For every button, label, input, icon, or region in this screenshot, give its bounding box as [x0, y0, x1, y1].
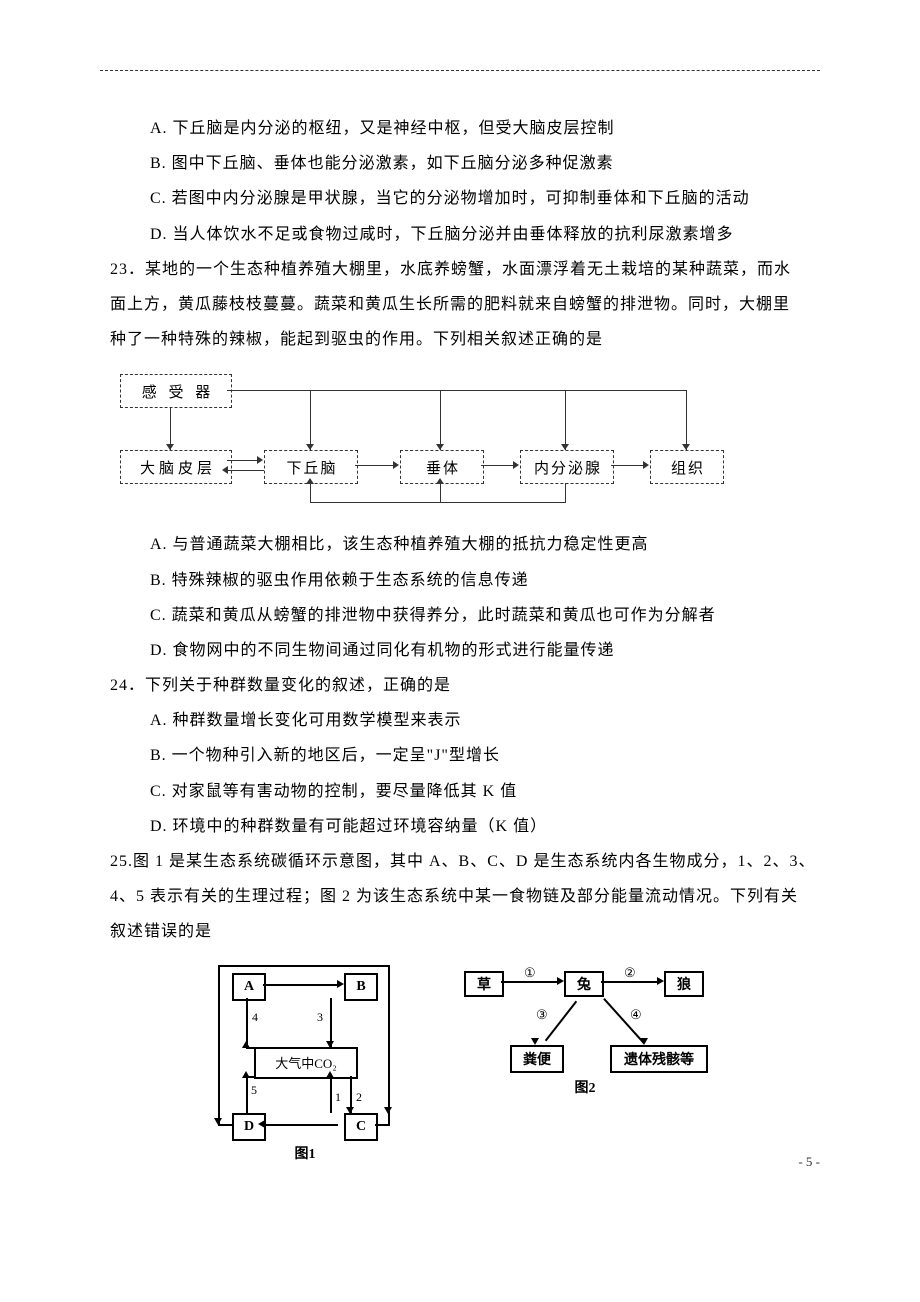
- q22-option-c: C. 若图中内分泌腺是甲状腺，当它的分泌物增加时，可抑制垂体和下丘脑的活动: [100, 181, 820, 216]
- q22-option-a: A. 下丘脑是内分泌的枢纽，又是神经中枢，但受大脑皮层控制: [100, 111, 820, 146]
- fig2-caption: 图2: [460, 1077, 710, 1097]
- q23-option-a: A. 与普通蔬菜大棚相比，该生态种植养殖大棚的抵抗力稳定性更高: [100, 527, 820, 562]
- node-cortex: 大脑皮层: [120, 450, 232, 484]
- fig1-node-co2: 大气中CO₂: [254, 1047, 358, 1079]
- fig1-label-4: 4: [252, 1010, 258, 1025]
- fig1-node-b: B: [344, 973, 378, 1001]
- figure-1: A B 大气中CO₂ D C: [210, 965, 400, 1165]
- fig2-label-2: ②: [624, 965, 636, 981]
- fig1-node-c: C: [344, 1113, 378, 1141]
- q25-stem-1: 25.图 1 是某生态系统碳循环示意图，其中 A、B、C、D 是生态系统内各生物…: [100, 844, 820, 879]
- fig2-node-feces: 粪便: [510, 1045, 564, 1073]
- q23-stem-1: 23．某地的一个生态种植养殖大棚里，水底养螃蟹，水面漂浮着无土栽培的某种蔬菜，而…: [100, 252, 820, 287]
- fig2-node-grass: 草: [464, 971, 504, 997]
- fig1-label-3: 3: [317, 1010, 323, 1025]
- q24-stem: 24．下列关于种群数量变化的叙述，正确的是: [100, 668, 820, 703]
- document-page: A. 下丘脑是内分泌的枢纽，又是神经中枢，但受大脑皮层控制 B. 图中下丘脑、垂…: [0, 0, 920, 1205]
- figure-row: A B 大气中CO₂ D C: [100, 965, 820, 1165]
- fig2-node-wolf: 狼: [664, 971, 704, 997]
- fig2-node-rabbit: 兔: [564, 971, 604, 997]
- q24-option-d: D. 环境中的种群数量有可能超过环境容纳量（K 值）: [100, 809, 820, 844]
- q22-option-b: B. 图中下丘脑、垂体也能分泌激素，如下丘脑分泌多种促激素: [100, 146, 820, 181]
- fig2-label-1: ①: [524, 965, 536, 981]
- q22-option-d: D. 当人体饮水不足或食物过咸时，下丘脑分泌并由垂体释放的抗利尿激素增多: [100, 217, 820, 252]
- q24-option-c: C. 对家鼠等有害动物的控制，要尽量降低其 K 值: [100, 774, 820, 809]
- q25-stem-2: 4、5 表示有关的生理过程；图 2 为该生态系统中某一食物链及部分能量流动情况。…: [100, 879, 820, 914]
- node-gland: 内分泌腺: [520, 450, 614, 484]
- page-number: - 5 -: [798, 1154, 820, 1170]
- figure-2: 草 兔 狼 粪便 遗体残骸等 ① ② ③ ④ 图2: [460, 965, 710, 1125]
- fig1-label-5: 5: [251, 1083, 257, 1098]
- fig1-label-1: 1: [335, 1090, 341, 1105]
- fig2-label-4: ④: [630, 1007, 642, 1023]
- top-divider: [100, 70, 820, 71]
- fig1-label-2: 2: [356, 1090, 362, 1105]
- node-receptor: 感 受 器: [120, 374, 232, 408]
- q23-stem-3: 种了一种特殊的辣椒，能起到驱虫的作用。下列相关叙述正确的是: [100, 322, 820, 357]
- q24-option-b: B. 一个物种引入新的地区后，一定呈"J"型增长: [100, 738, 820, 773]
- flow-diagram: 感 受 器 大脑皮层 下丘脑 垂体 内分泌腺 组织: [110, 372, 730, 512]
- q23-option-d: D. 食物网中的不同生物间通过同化有机物的形式进行能量传递: [100, 633, 820, 668]
- q23-option-c: C. 蔬菜和黄瓜从螃蟹的排泄物中获得养分，此时蔬菜和黄瓜也可作为分解者: [100, 598, 820, 633]
- fig2-label-3: ③: [536, 1007, 548, 1023]
- q25-stem-3: 叙述错误的是: [100, 914, 820, 949]
- fig1-caption: 图1: [210, 1143, 400, 1163]
- fig1-node-a: A: [232, 973, 266, 1001]
- q24-option-a: A. 种群数量增长变化可用数学模型来表示: [100, 703, 820, 738]
- q23-option-b: B. 特殊辣椒的驱虫作用依赖于生态系统的信息传递: [100, 563, 820, 598]
- fig2-node-remains: 遗体残骸等: [610, 1045, 708, 1073]
- q23-stem-2: 面上方，黄瓜藤枝枝蔓蔓。蔬菜和黄瓜生长所需的肥料就来自螃蟹的排泄物。同时，大棚里: [100, 287, 820, 322]
- node-tissue: 组织: [650, 450, 724, 484]
